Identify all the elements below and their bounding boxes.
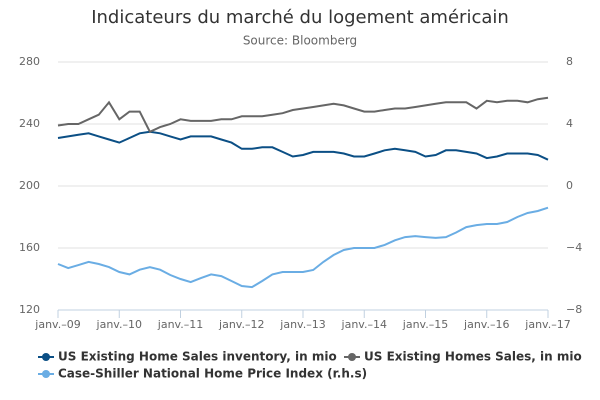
y-tick-label: 160 [19,241,40,254]
y2-tick-label: −8 [566,303,582,316]
x-tick-label: janv.–10 [96,318,142,331]
x-tick-label: janv.–16 [463,318,509,331]
legend-marker [348,353,356,361]
y2-tick-label: 0 [566,179,573,192]
series-line [57,206,549,289]
x-tick-label: janv.–14 [341,318,387,331]
x-tick-label: janv.–13 [279,318,325,331]
y2-tick-label: 4 [566,117,573,130]
chart-subtitle: Source: Bloomberg [243,34,357,48]
y-tick-label: 200 [19,179,40,192]
x-tick-label: janv.–09 [34,318,80,331]
y2-tick-label: −4 [566,241,582,254]
y2-tick-label: 8 [566,55,573,68]
legend-label: Case-Shiller National Home Price Index (… [58,367,367,381]
series-line [57,130,549,161]
y-tick-label: 240 [19,117,40,130]
legend-marker [42,353,50,361]
x-tick-label: janv.–15 [402,318,448,331]
x-tick-label: janv.–12 [218,318,264,331]
y-tick-label: 120 [19,303,40,316]
series-line [57,96,549,134]
legend-marker [42,370,50,378]
x-tick-label: janv.–17 [524,318,570,331]
y-tick-label: 280 [19,55,40,68]
legend-label: US Existing Home Sales inventory, in mio [58,350,337,364]
x-tick-label: janv.–11 [157,318,203,331]
legend-label: US Existing Homes Sales, in mio [364,350,582,364]
chart-title: Indicateurs du marché du logement améric… [91,7,509,28]
